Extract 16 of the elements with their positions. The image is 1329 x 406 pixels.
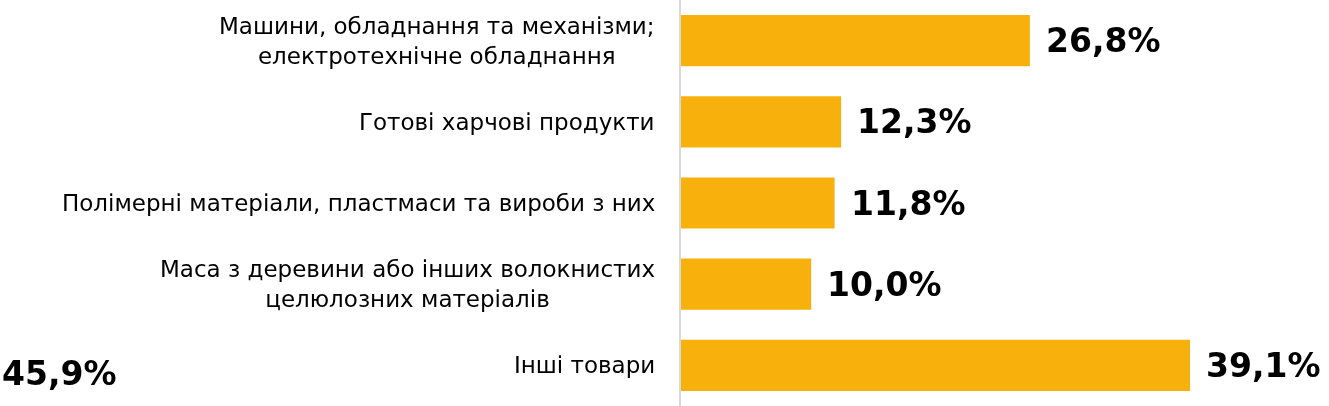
bar xyxy=(681,339,1190,391)
data-label: 26,8% xyxy=(1046,21,1161,60)
y-tick-label: Маса з деревини або інших волокнистих целюлозних матеріалів xyxy=(160,256,656,312)
data-label: 39,1% xyxy=(1206,346,1321,385)
data-label: 10,0% xyxy=(827,265,942,304)
bar xyxy=(681,96,842,148)
data-label: 12,3% xyxy=(857,102,972,141)
bar xyxy=(681,177,835,229)
y-tick-label: Полімерні матеріали, пластмаси та вироби з них xyxy=(62,190,656,216)
y-tick-label: Машини, обладнання та механізми; електротехнічне обладнання xyxy=(219,13,655,69)
y-tick-label: Інші товари xyxy=(514,352,656,378)
y-tick-label: Готові харчові продукти xyxy=(359,109,655,135)
data-label: 11,8% xyxy=(851,184,966,223)
bar xyxy=(681,258,812,310)
bar xyxy=(681,15,1030,67)
text: 45,9% xyxy=(2,354,117,393)
